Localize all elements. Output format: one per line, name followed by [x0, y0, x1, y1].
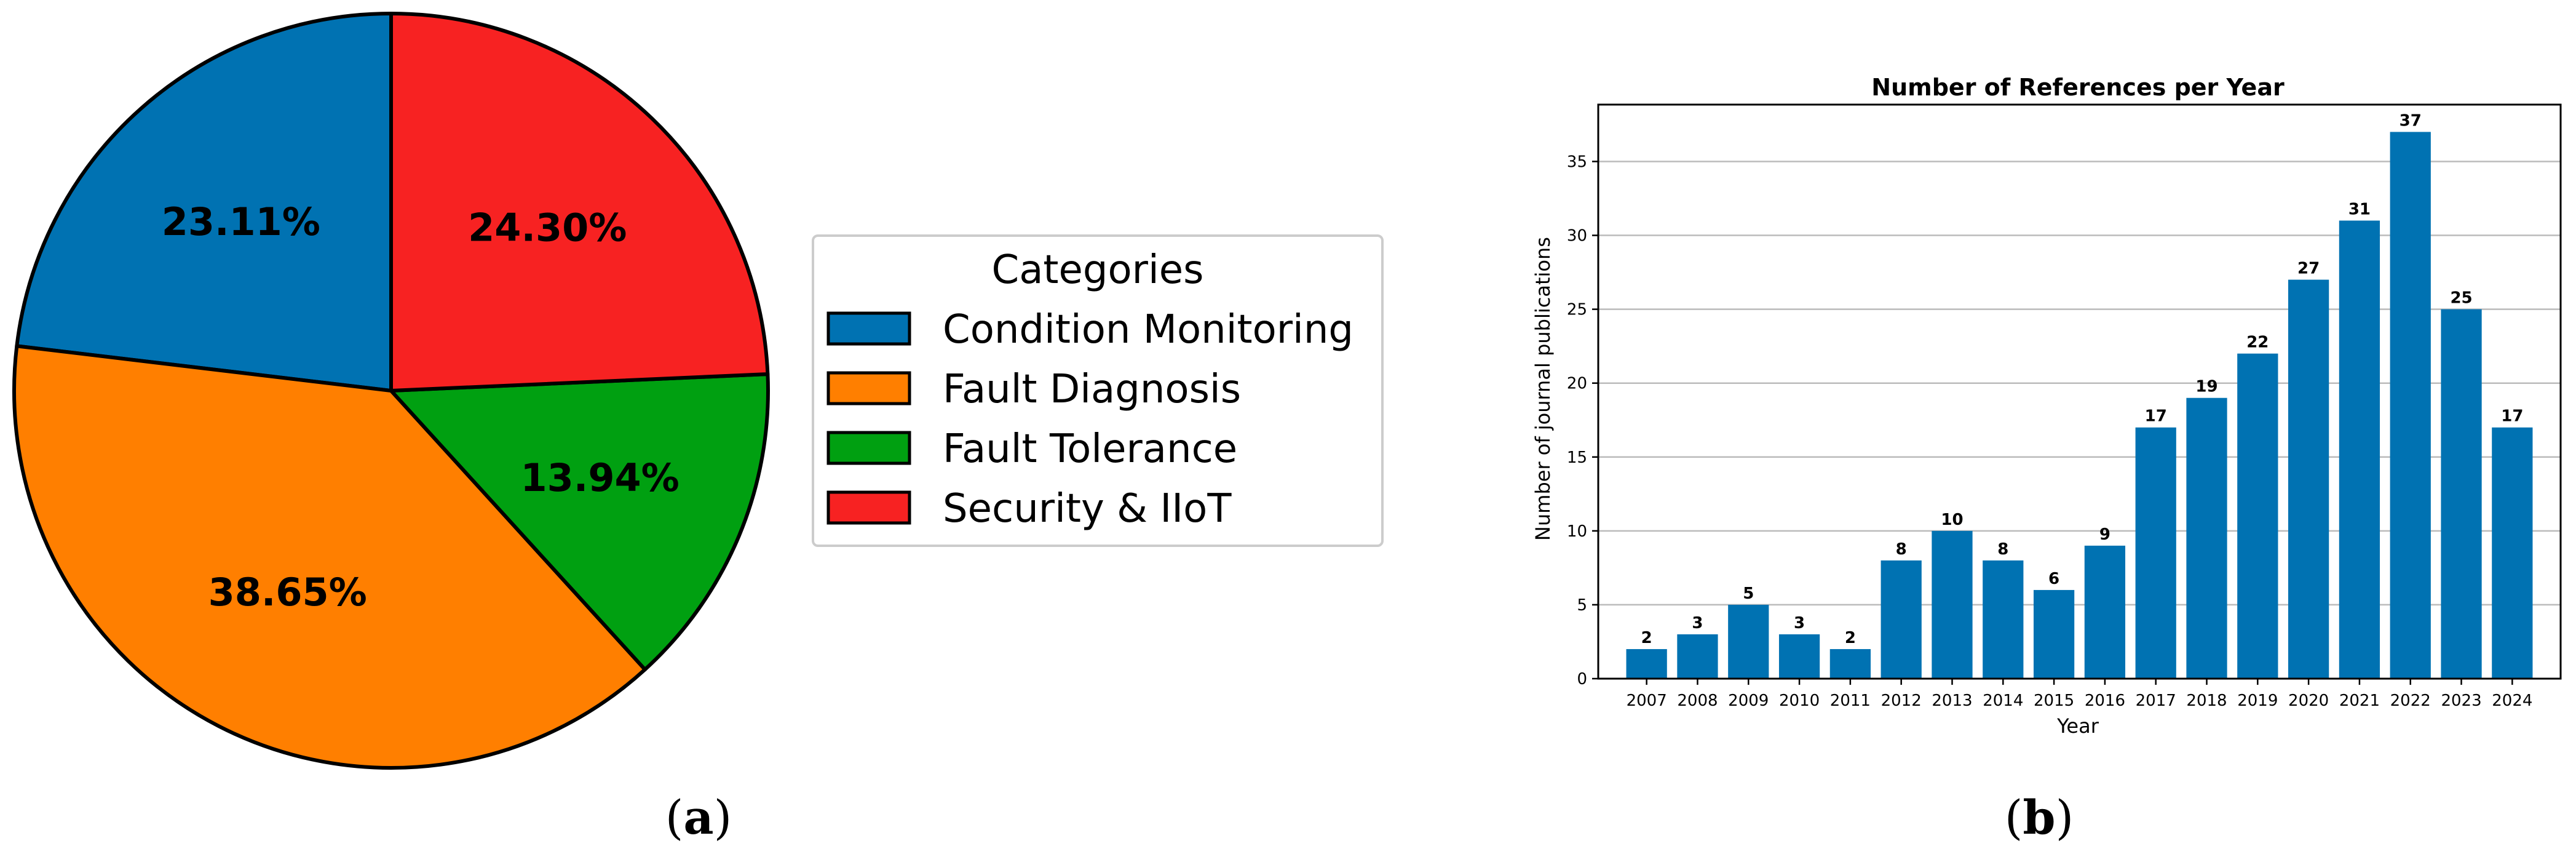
y-tick-label: 25	[1567, 301, 1587, 319]
x-tick-label: 2014	[1983, 692, 2023, 710]
x-tick-label: 2010	[1779, 692, 1820, 710]
x-tick-label: 2020	[2288, 692, 2329, 710]
y-tick-label: 10	[1567, 522, 1587, 541]
y-tick-label: 5	[1577, 596, 1587, 615]
x-tick-label: 2012	[1881, 692, 1922, 710]
legend-entry-label: Condition Monitoring	[943, 307, 1353, 353]
legend-swatch	[826, 371, 911, 405]
bars: 2 3 5 3 2 8 10 8 6 9 17 19 22 27 31 37 25 17	[1626, 111, 2533, 679]
caption-a: (a)	[665, 790, 732, 845]
bar-value-label: 17	[2501, 407, 2523, 426]
bar-value-label: 17	[2145, 407, 2167, 426]
bar-value-label: 2	[1641, 629, 1652, 647]
x-tick-label: 2008	[1677, 692, 1718, 710]
bar	[2492, 427, 2533, 679]
legend-entry-label: Security & IIoT	[943, 486, 1232, 532]
bar-value-label: 3	[1692, 614, 1703, 633]
x-tick-label: 2007	[1627, 692, 1667, 710]
bar-chart-title: Number of References per Year	[1871, 74, 2285, 101]
y-tick-label: 20	[1567, 375, 1587, 393]
bar-value-label: 6	[2048, 570, 2059, 588]
pie-slice	[15, 12, 393, 393]
bar	[1778, 634, 1820, 679]
y-tick-label: 0	[1577, 670, 1587, 688]
x-tick-label: 2019	[2237, 692, 2278, 710]
y-tick-label: 15	[1567, 449, 1587, 467]
bar	[2339, 220, 2380, 679]
x-tick-label: 2011	[1830, 692, 1871, 710]
bar	[1677, 634, 1718, 679]
bar-value-label: 37	[2400, 111, 2422, 130]
bar	[1932, 530, 1973, 679]
x-tick-label: 2015	[2034, 692, 2074, 710]
x-tick-label: 2024	[2492, 692, 2532, 710]
y-axis-label: Number of journal publications	[1531, 237, 1555, 541]
pie-chart: 23.11% 38.65% 13.94% 24.30%	[12, 12, 770, 770]
bar	[2237, 353, 2278, 679]
legend-title: Categories	[992, 247, 1204, 293]
plot-frame	[1597, 103, 2562, 680]
bar-value-label: 25	[2450, 289, 2472, 308]
bar	[2288, 279, 2329, 679]
bar-value-label: 27	[2297, 260, 2320, 278]
legend-entry-label: Fault Tolerance	[943, 426, 1237, 472]
bar	[1626, 648, 1667, 679]
x-tick-label: 2022	[2390, 692, 2431, 710]
bar	[2135, 427, 2176, 679]
x-tick-label: 2021	[2339, 692, 2380, 710]
pie-slice-label: 24.30%	[468, 205, 627, 250]
bar-value-label: 31	[2348, 201, 2371, 219]
bar	[2084, 545, 2126, 679]
bar-value-label: 22	[2246, 333, 2269, 352]
bar	[1880, 560, 1922, 679]
x-tick-label: 2017	[2136, 692, 2176, 710]
bar	[1829, 648, 1871, 679]
legend-entry-label: Fault Diagnosis	[943, 367, 1241, 412]
y-tick-label: 30	[1567, 227, 1587, 245]
bar-chart: Number of References per Year 2353281086…	[1531, 74, 2562, 738]
bar-value-label: 5	[1743, 585, 1754, 603]
bar	[2186, 397, 2227, 679]
bar-value-label: 19	[2195, 378, 2217, 396]
bar-value-label: 9	[2099, 525, 2110, 544]
caption-a-letter: a	[683, 790, 713, 845]
legend-frame	[812, 234, 1384, 547]
x-tick-label: 2009	[1728, 692, 1769, 710]
bar-value-label: 3	[1794, 614, 1805, 633]
x-axis-label: Year	[2056, 714, 2099, 738]
pie-slice-label: 23.11%	[162, 199, 320, 244]
x-tick-label: 2016	[2085, 692, 2125, 710]
pie-slice-label: 38.65%	[208, 570, 367, 615]
pie-slice	[12, 344, 647, 770]
bar-value-label: 2	[1845, 629, 1856, 647]
bar	[1728, 604, 1769, 679]
legend-swatch	[826, 490, 911, 525]
x-tick-label: 2018	[2186, 692, 2227, 710]
bar-value-label: 8	[1896, 540, 1907, 559]
x-tick-label: 2023	[2441, 692, 2481, 710]
bar-value-label: 10	[1941, 511, 1963, 529]
x-tick-label: 2013	[1932, 692, 1972, 710]
legend-swatch	[826, 431, 911, 465]
caption-b: (b)	[2005, 790, 2074, 845]
y-tick-label: 35	[1567, 153, 1587, 171]
bar	[2441, 309, 2482, 679]
pie-legend: Categories Condition Monitoring Fault Dia…	[812, 234, 1384, 547]
legend-swatch	[826, 311, 911, 346]
pie-slice	[389, 372, 770, 672]
pie-slice-label: 13.94%	[521, 455, 680, 500]
bar-value-label: 8	[1997, 540, 2008, 559]
caption-b-letter: b	[2023, 790, 2055, 845]
bar	[2033, 589, 2075, 679]
pie-slice	[389, 12, 770, 393]
bar	[1983, 560, 2024, 679]
bar	[2390, 132, 2431, 679]
